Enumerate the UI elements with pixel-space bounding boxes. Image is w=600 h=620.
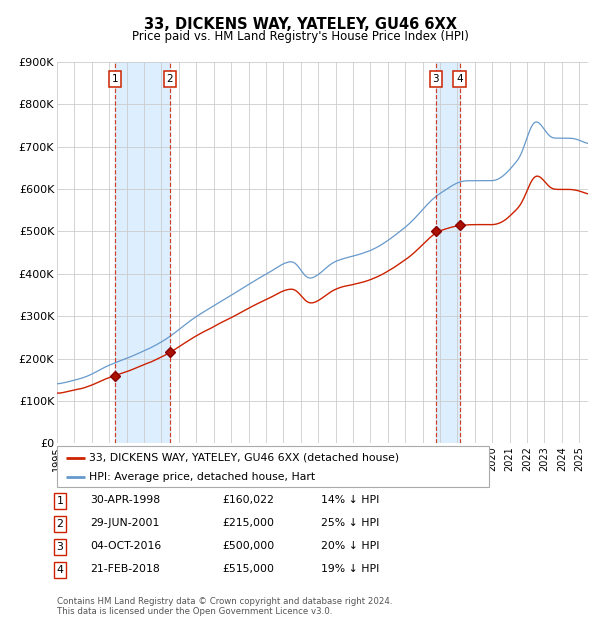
Text: 4: 4	[457, 74, 463, 84]
Text: Contains HM Land Registry data © Crown copyright and database right 2024.: Contains HM Land Registry data © Crown c…	[57, 597, 392, 606]
Text: 2: 2	[167, 74, 173, 84]
Text: 2: 2	[56, 519, 64, 529]
Bar	[115, 62, 170, 443]
Text: 1: 1	[56, 496, 64, 506]
Text: 3: 3	[433, 74, 439, 84]
Text: 21-FEB-2018: 21-FEB-2018	[90, 564, 160, 574]
Text: 25% ↓ HPI: 25% ↓ HPI	[321, 518, 379, 528]
Text: £515,000: £515,000	[222, 564, 274, 574]
Text: £500,000: £500,000	[222, 541, 274, 551]
Text: 4: 4	[56, 565, 64, 575]
Text: 29-JUN-2001: 29-JUN-2001	[90, 518, 160, 528]
Text: 04-OCT-2016: 04-OCT-2016	[90, 541, 161, 551]
Text: 14% ↓ HPI: 14% ↓ HPI	[321, 495, 379, 505]
Text: 33, DICKENS WAY, YATELEY, GU46 6XX (detached house): 33, DICKENS WAY, YATELEY, GU46 6XX (deta…	[89, 453, 400, 463]
Text: HPI: Average price, detached house, Hart: HPI: Average price, detached house, Hart	[89, 472, 316, 482]
Text: 33, DICKENS WAY, YATELEY, GU46 6XX: 33, DICKENS WAY, YATELEY, GU46 6XX	[143, 17, 457, 32]
Text: £215,000: £215,000	[222, 518, 274, 528]
Text: 20% ↓ HPI: 20% ↓ HPI	[321, 541, 380, 551]
Text: 30-APR-1998: 30-APR-1998	[90, 495, 160, 505]
Text: Price paid vs. HM Land Registry's House Price Index (HPI): Price paid vs. HM Land Registry's House …	[131, 30, 469, 43]
Text: 3: 3	[56, 542, 64, 552]
Text: This data is licensed under the Open Government Licence v3.0.: This data is licensed under the Open Gov…	[57, 607, 332, 616]
Text: £160,022: £160,022	[222, 495, 274, 505]
Text: 19% ↓ HPI: 19% ↓ HPI	[321, 564, 379, 574]
Bar	[436, 62, 460, 443]
Text: 1: 1	[112, 74, 118, 84]
